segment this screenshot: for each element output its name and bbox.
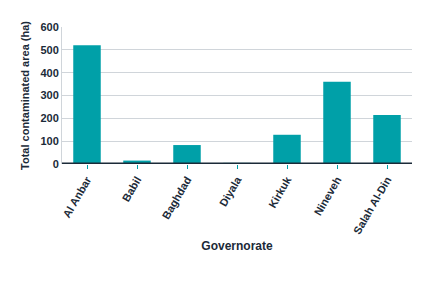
- svg-text:500: 500: [40, 44, 58, 56]
- svg-text:Diyala: Diyala: [217, 174, 244, 209]
- svg-text:Al Anbar: Al Anbar: [60, 174, 93, 220]
- svg-text:Total contaminated area (ha): Total contaminated area (ha): [19, 21, 31, 170]
- svg-text:600: 600: [40, 21, 58, 33]
- svg-text:200: 200: [40, 112, 58, 124]
- svg-text:0: 0: [53, 158, 59, 170]
- svg-text:Baghdad: Baghdad: [160, 174, 194, 221]
- svg-text:Salah Al-Din: Salah Al-Din: [351, 174, 394, 236]
- svg-text:Babil: Babil: [120, 174, 144, 203]
- svg-text:100: 100: [40, 135, 58, 147]
- svg-text:Kirkuk: Kirkuk: [266, 174, 294, 210]
- svg-text:Governorate: Governorate: [201, 239, 273, 253]
- svg-text:Nineveh: Nineveh: [312, 174, 344, 217]
- svg-text:400: 400: [40, 67, 58, 79]
- svg-text:300: 300: [40, 89, 58, 101]
